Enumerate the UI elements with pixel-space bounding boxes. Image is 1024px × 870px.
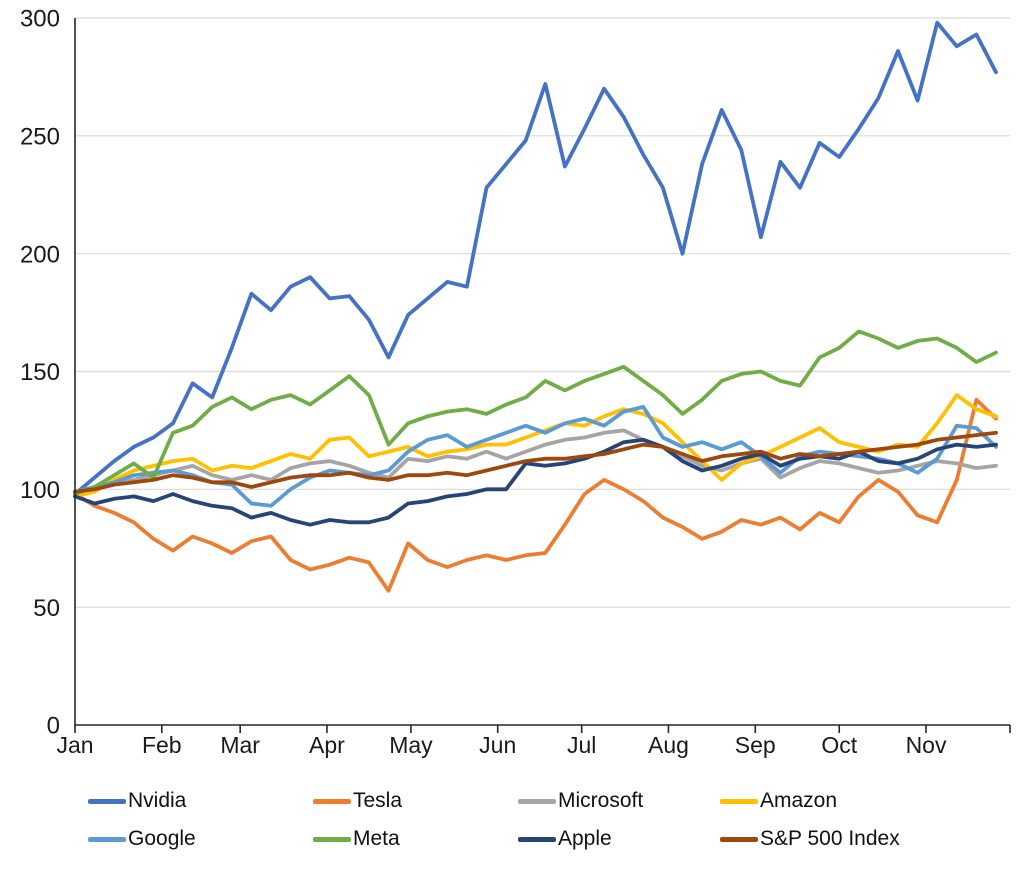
legend-line-marker	[88, 836, 126, 842]
x-axis-label-Jul: Jul	[567, 732, 596, 758]
legend-line-marker	[518, 836, 556, 842]
legend-label: Amazon	[760, 789, 838, 812]
legend-label: S&P 500 Index	[760, 827, 900, 850]
legend-line-marker	[720, 836, 758, 842]
y-axis-label-50: 50	[33, 595, 60, 622]
legend-line-marker	[88, 798, 126, 804]
x-axis-label-Aug: Aug	[648, 732, 689, 758]
x-axis-label-Sep: Sep	[735, 732, 776, 758]
legend-label: Meta	[353, 827, 400, 850]
legend-label: Nvidia	[128, 789, 187, 812]
x-axis-label-May: May	[389, 732, 433, 758]
legend-label: Microsoft	[558, 789, 644, 812]
series-line-s-p-500-index	[73, 430, 998, 494]
legend-item-apple: Apple	[518, 827, 612, 851]
x-axis-label-Mar: Mar	[220, 732, 260, 758]
x-axis-label-Apr: Apr	[309, 732, 345, 758]
series-line-apple	[73, 437, 998, 527]
legend-label: Apple	[558, 827, 612, 850]
legend-item-tesla: Tesla	[313, 789, 402, 813]
legend-label: Google	[128, 827, 196, 850]
x-axis-label-Feb: Feb	[142, 732, 182, 758]
y-axis-label-100: 100	[20, 477, 60, 504]
y-axis-label-150: 150	[20, 359, 60, 386]
chart-legend: Nvidia Tesla Microsoft Amazon Google Meta Appl…	[0, 778, 1024, 870]
y-axis-label-200: 200	[20, 241, 60, 268]
y-axis-label-250: 250	[20, 123, 60, 150]
series-line-meta	[73, 329, 998, 496]
series-line-google	[73, 404, 998, 508]
x-axis-label-Oct: Oct	[821, 732, 857, 758]
series-line-microsoft	[73, 428, 998, 494]
legend-label: Tesla	[353, 789, 403, 812]
x-axis-label-Nov: Nov	[906, 732, 947, 758]
legend-line-marker	[720, 798, 758, 804]
legend-line-marker	[313, 836, 351, 842]
x-axis-label-Jun: Jun	[479, 732, 516, 758]
legend-item-google: Google	[88, 827, 196, 851]
y-axis-label-300: 300	[20, 6, 60, 33]
legend-item-meta: Meta	[313, 827, 400, 851]
plot-area: 0 50 100 150 200 250 300 Jan Feb Mar Apr May Jun Jul A…	[20, 6, 1011, 758]
series-line-tesla	[73, 397, 998, 593]
x-axis-label-Jan: Jan	[56, 732, 93, 758]
legend-line-marker	[518, 798, 556, 804]
legend-item-microsoft: Microsoft	[518, 789, 643, 813]
series-line-nvidia	[73, 20, 998, 496]
y-axis-label-0: 0	[47, 713, 60, 740]
legend-item-amazon: Amazon	[720, 789, 837, 813]
legend-line-marker	[313, 798, 351, 804]
legend-item-s-p-500-index: S&P 500 Index	[720, 827, 900, 851]
series-line-amazon	[73, 393, 998, 499]
legend-item-nvidia: Nvidia	[88, 789, 186, 813]
